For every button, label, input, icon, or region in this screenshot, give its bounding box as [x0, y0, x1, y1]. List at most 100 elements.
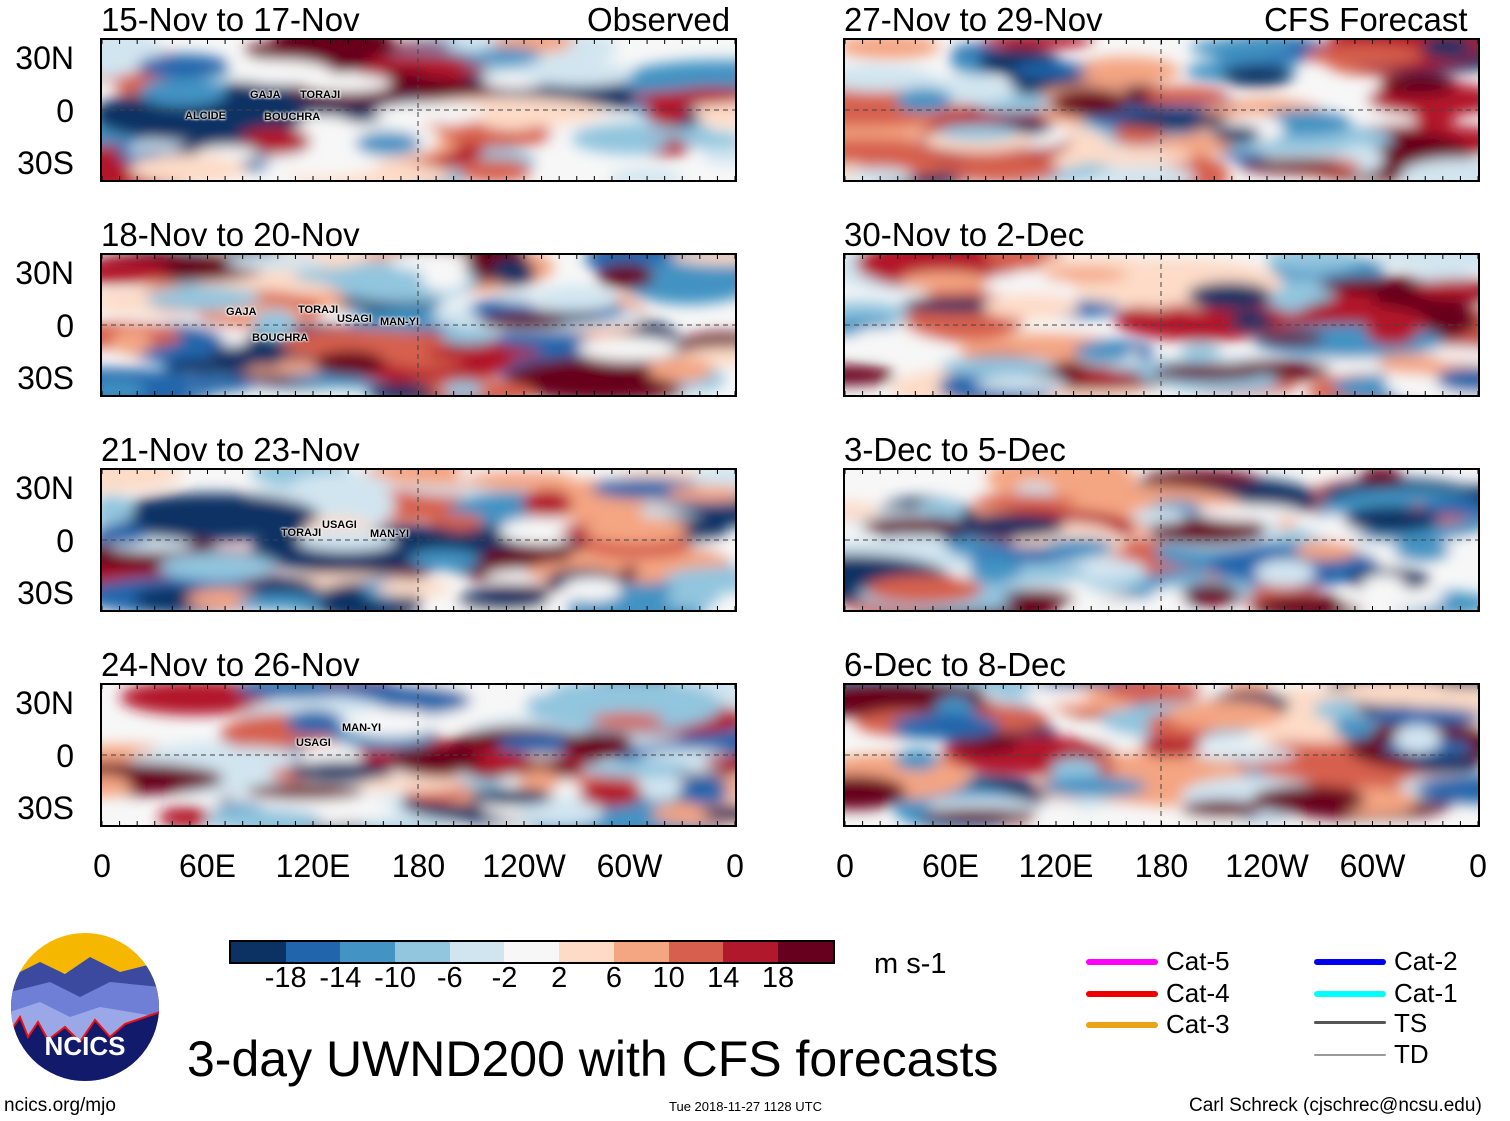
map-panel: [100, 468, 737, 612]
wind-anomaly-cell: [1330, 288, 1376, 318]
wind-anomaly-cell: [670, 255, 735, 265]
wind-anomaly-cell: [1140, 733, 1202, 758]
forecast-label: CFS Forecast: [1264, 1, 1468, 38]
legend-label: Cat-3: [1166, 1009, 1230, 1039]
wind-anomaly-cell: [102, 470, 182, 493]
wind-anomaly-cell: [518, 769, 561, 793]
wind-anomaly-cell: [940, 356, 1057, 377]
colorbar-label: -10: [374, 962, 417, 994]
legend-swatch: [1086, 1022, 1158, 1028]
colorbar-swatch: [559, 942, 614, 962]
wind-anomaly-cell: [646, 98, 689, 126]
wind-anomaly-cell: [1414, 279, 1478, 299]
wind-anomaly-cell: [204, 808, 323, 825]
wind-anomaly-cell: [1072, 370, 1143, 385]
wind-anomaly-cell: [866, 574, 983, 605]
wind-anomaly-cell: [1265, 255, 1359, 272]
lon-tick-label: 180: [1134, 848, 1189, 884]
wind-anomaly-cell: [1112, 123, 1165, 147]
wind-anomaly-cell: [459, 158, 532, 180]
lat-tick-label: 0: [56, 308, 74, 344]
wind-anomaly-cell: [1003, 589, 1075, 609]
wind-anomaly-cell: [1189, 40, 1296, 58]
wind-anomaly-cell: [1080, 805, 1153, 825]
colorbar-swatch: [723, 942, 778, 962]
wind-anomaly-cell: [424, 345, 542, 361]
wind-anomaly-cell: [689, 98, 735, 128]
wind-anomaly-cell: [458, 587, 551, 610]
wind-anomaly-cell: [357, 776, 463, 793]
wind-anomaly-cell: [243, 338, 288, 367]
colorbar-label: 18: [761, 962, 795, 994]
wind-anomaly-cell: [408, 549, 481, 571]
wind-anomaly-cell: [1295, 540, 1357, 561]
timestamp: Tue 2018-11-27 1128 UTC: [669, 1099, 822, 1114]
wind-anomaly-cell: [1071, 56, 1180, 86]
wind-anomaly-cell: [1332, 715, 1376, 740]
wind-anomaly-cell: [1179, 343, 1221, 361]
wind-anomaly-cell: [343, 708, 440, 737]
wind-anomaly-cell: [374, 102, 486, 125]
wind-anomaly-cell: [193, 746, 299, 769]
wind-anomaly-cell: [1075, 147, 1194, 166]
colorbar-label: 10: [652, 962, 685, 994]
wind-anomaly-cell: [469, 788, 553, 806]
wind-anomaly-cell: [389, 255, 470, 271]
colorbar: [229, 940, 835, 964]
wind-anomaly-cell: [1337, 685, 1453, 706]
wind-anomaly-cell: [285, 709, 343, 736]
lon-tick-label: 120E: [1018, 848, 1094, 884]
wind-anomaly-cell: [946, 154, 1060, 180]
wind-anomaly-cell: [105, 493, 320, 541]
storm-label: USAGI: [337, 313, 372, 325]
lon-tick-label: 60W: [596, 848, 663, 884]
wind-anomaly-cell: [1238, 158, 1342, 173]
wind-anomaly-cell: [481, 111, 543, 131]
colorbar-swatch: [285, 942, 341, 962]
colorbar-label: -14: [319, 962, 362, 994]
lat-tick-label: 30S: [17, 145, 74, 181]
colorbar-label: 14: [707, 962, 740, 994]
panel-title: 6-Dec to 8-Dec: [844, 646, 1066, 683]
storm-label: USAGI: [322, 519, 357, 531]
storm-label: ALCIDE: [185, 110, 226, 122]
wind-anomaly-cell: [1013, 61, 1089, 78]
wind-anomaly-cell: [592, 133, 669, 154]
wind-anomaly-cell: [1050, 88, 1128, 117]
wind-anomaly-cell: [158, 375, 254, 393]
wind-anomaly-cell: [525, 685, 723, 733]
wind-anomaly-cell: [974, 493, 1076, 511]
lon-tick-label: 120W: [1225, 848, 1309, 884]
observed-label: Observed: [587, 1, 731, 38]
wind-anomaly-cell: [1313, 699, 1360, 721]
wind-anomaly-cell: [1318, 276, 1436, 295]
wind-anomaly-cell: [1369, 255, 1478, 272]
legend-label: TD: [1394, 1039, 1429, 1069]
wind-anomaly-cell: [1379, 73, 1457, 97]
colorbar-label: -2: [491, 962, 518, 994]
colorbar-label: 2: [551, 962, 568, 994]
wind-anomaly-cell: [208, 100, 295, 128]
wind-anomaly-cell: [375, 579, 451, 597]
legend-label: TS: [1394, 1008, 1428, 1038]
wind-anomaly-cell: [1365, 316, 1418, 346]
url-link[interactable]: ncics.org/mjo: [4, 1095, 116, 1116]
wind-anomaly-cell: [1254, 559, 1316, 587]
colorbar-swatch: [777, 942, 833, 962]
panel-title: 18-Nov to 20-Nov: [101, 216, 360, 253]
storm-label: MAN-YI: [342, 722, 382, 734]
wind-anomaly-cell: [137, 54, 230, 79]
wind-anomaly-cell: [268, 151, 379, 177]
legend-swatch: [1086, 991, 1158, 997]
wind-anomaly-cell: [1258, 331, 1325, 346]
storm-label: USAGI: [296, 737, 331, 749]
panel-title: 27-Nov to 29-Nov: [844, 1, 1103, 38]
wind-anomaly-cell: [577, 336, 679, 362]
wind-anomaly-cell: [1364, 707, 1478, 726]
wind-anomaly-cell: [919, 808, 1036, 824]
wind-anomaly-cell: [1221, 64, 1294, 87]
wind-anomaly-cell: [1148, 588, 1190, 609]
wind-anomaly-cell: [1167, 700, 1284, 730]
lon-tick-label: 0: [93, 848, 111, 884]
